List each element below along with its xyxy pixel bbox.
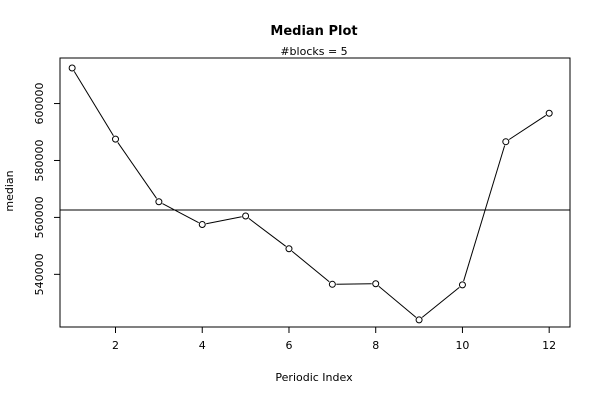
x-tick-label: 12 (542, 339, 556, 352)
series-segment (206, 216, 242, 225)
data-point (372, 280, 380, 288)
series-segment (508, 115, 547, 140)
data-point (242, 212, 250, 220)
data-point (198, 221, 206, 229)
x-axis-label: Periodic Index (275, 371, 353, 384)
data-point (458, 281, 466, 289)
series-segment (117, 142, 158, 199)
x-tick-label: 6 (285, 339, 292, 352)
data-point (285, 245, 293, 253)
y-tick-label: 600000 (33, 83, 46, 125)
data-point (415, 316, 423, 324)
series-segment (73, 71, 114, 136)
plot-frame (59, 57, 571, 328)
data-point (155, 198, 163, 206)
chart-subtitle: #blocks = 5 (280, 45, 347, 58)
series-segment (291, 250, 330, 283)
x-tick-label: 10 (455, 339, 469, 352)
data-point (68, 64, 76, 72)
y-axis-label: median (3, 170, 16, 211)
y-tick-label: 580000 (33, 139, 46, 181)
data-point (328, 280, 336, 288)
data-point (545, 109, 553, 117)
x-tick-label: 2 (112, 339, 119, 352)
series-segment (463, 145, 506, 282)
data-point (502, 138, 510, 146)
x-tick-label: 4 (199, 339, 206, 352)
y-tick-label: 540000 (33, 253, 46, 295)
chart-marks: 2 4 6 8 10 12 540000 560000 580000 600000 (33, 64, 570, 352)
x-tick-label: 8 (372, 339, 379, 352)
series-segment (378, 285, 417, 318)
series-segment (162, 203, 199, 224)
series-segment (248, 217, 287, 247)
data-point (112, 135, 120, 143)
y-tick-label: 560000 (33, 196, 46, 238)
chart-title: Median Plot (270, 24, 357, 39)
series-segment (421, 286, 460, 318)
